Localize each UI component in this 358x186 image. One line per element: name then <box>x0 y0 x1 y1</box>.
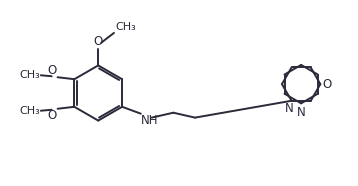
Text: N: N <box>297 106 305 119</box>
Text: NH: NH <box>141 114 159 127</box>
Text: CH₃: CH₃ <box>19 70 40 80</box>
Text: CH₃: CH₃ <box>115 23 136 32</box>
Text: O: O <box>48 109 57 122</box>
Text: CH₃: CH₃ <box>19 106 40 116</box>
Text: O: O <box>48 64 57 77</box>
Text: O: O <box>322 78 332 91</box>
Text: N: N <box>285 102 294 115</box>
Text: O: O <box>93 35 103 48</box>
